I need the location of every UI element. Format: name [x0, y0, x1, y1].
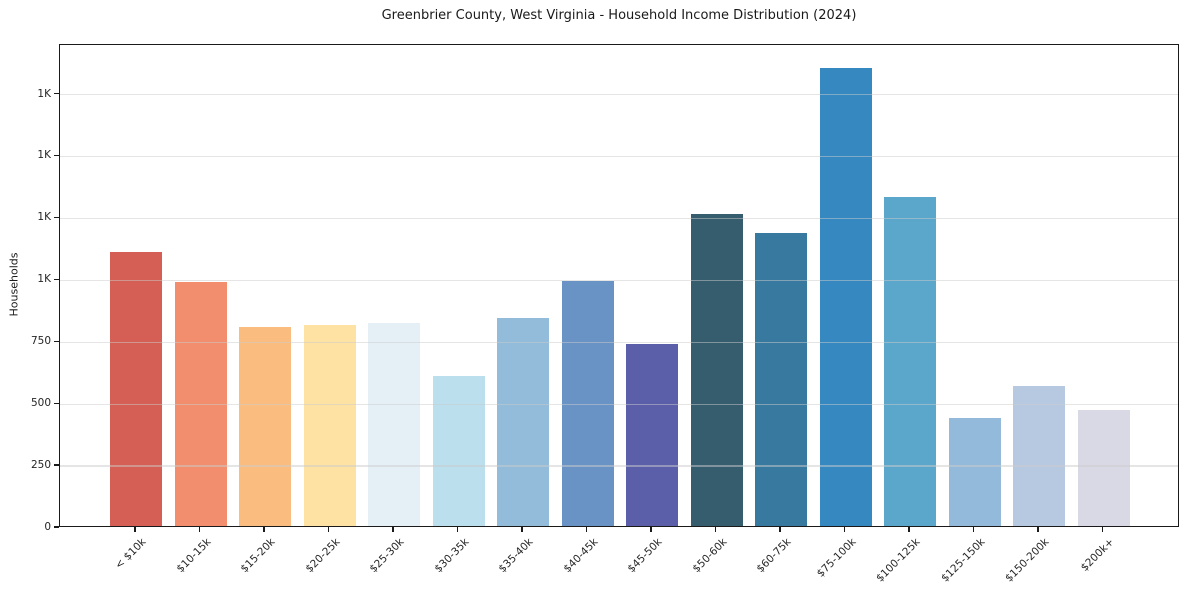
- plot-area: [59, 44, 1179, 527]
- x-tick-mark: [779, 527, 781, 532]
- y-tick-label: 1K: [37, 149, 51, 162]
- bar: [1077, 409, 1130, 526]
- x-tick-mark: [585, 527, 588, 532]
- x-tick-mark: [263, 527, 265, 532]
- bar: [368, 322, 420, 526]
- bar: [303, 325, 356, 526]
- bar: [626, 343, 678, 526]
- x-tick-label: $10-15k: [173, 536, 213, 576]
- bar: [948, 418, 1001, 526]
- y-tick-mark: [54, 340, 59, 342]
- x-tick-mark: [714, 527, 717, 532]
- x-tick-mark: [1101, 527, 1104, 532]
- x-tick-label: $50-60k: [689, 536, 729, 576]
- x-tick-label: < $10k: [112, 536, 149, 572]
- x-tick-mark: [908, 527, 910, 532]
- gridline: [60, 403, 1178, 405]
- chart-title: Greenbrier County, West Virginia - House…: [381, 8, 857, 23]
- y-tick-mark: [54, 464, 59, 466]
- gridline: [60, 279, 1178, 281]
- x-tick-label: $100-125k: [873, 536, 923, 585]
- bar: [497, 317, 549, 526]
- gridline: [60, 465, 1178, 467]
- x-tick-mark: [650, 527, 652, 532]
- x-tick-label: $150-200k: [1002, 536, 1052, 585]
- y-tick-mark: [54, 402, 59, 404]
- x-tick-mark: [972, 527, 975, 532]
- y-tick-label: 1K: [37, 211, 51, 224]
- gridline: [60, 155, 1178, 158]
- y-tick-label: 750: [30, 335, 51, 348]
- y-tick-label: 250: [30, 459, 51, 472]
- y-tick-label: 1K: [37, 273, 51, 286]
- x-tick-mark: [392, 527, 394, 532]
- bar: [561, 280, 614, 526]
- bar: [239, 326, 291, 526]
- x-tick-label: $15-20k: [238, 536, 278, 576]
- y-tick-mark: [54, 216, 59, 219]
- y-tick-label: 0: [44, 521, 51, 533]
- x-tick-mark: [1037, 527, 1039, 532]
- y-axis-label: Households: [7, 252, 21, 317]
- bar: [1013, 386, 1065, 526]
- gridline: [60, 217, 1178, 220]
- x-tick-label: $200k+: [1078, 536, 1116, 574]
- bar: [819, 67, 872, 526]
- x-tick-label: $45-50k: [625, 536, 665, 576]
- x-tick-mark: [134, 527, 136, 532]
- x-tick-label: $20-25k: [302, 536, 342, 576]
- x-tick-label: $125-150k: [938, 536, 987, 585]
- y-tick-mark: [54, 154, 59, 157]
- x-tick-label: $30-35k: [431, 536, 471, 576]
- y-tick-label: 1K: [37, 87, 51, 100]
- y-tick-mark: [54, 526, 59, 528]
- bar: [110, 252, 162, 526]
- x-tick-mark: [843, 527, 846, 532]
- x-tick-label: $40-45k: [560, 536, 600, 576]
- x-tick-label: $75-100k: [814, 536, 858, 580]
- x-tick-mark: [521, 527, 523, 532]
- y-tick-label: 500: [30, 397, 51, 410]
- gridline: [60, 341, 1178, 343]
- x-tick-mark: [198, 527, 201, 532]
- x-tick-label: $25-30k: [367, 536, 407, 576]
- x-tick-label: $35-40k: [496, 536, 536, 576]
- gridline: [60, 93, 1178, 96]
- x-tick-mark: [327, 527, 330, 532]
- y-tick-mark: [54, 278, 59, 280]
- x-tick-label: $60-75k: [754, 536, 794, 576]
- bar: [432, 376, 485, 526]
- y-tick-mark: [54, 92, 59, 95]
- bar: [884, 196, 936, 526]
- x-tick-mark: [456, 527, 459, 532]
- bar: [690, 213, 743, 526]
- bar: [755, 232, 807, 526]
